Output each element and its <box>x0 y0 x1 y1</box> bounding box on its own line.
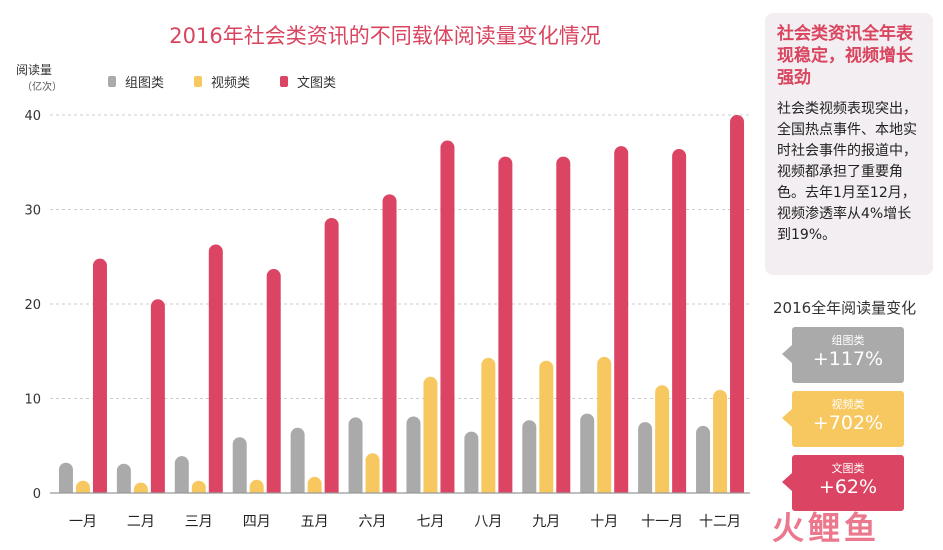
bar <box>232 437 247 499</box>
legend-label: 文图类 <box>297 76 337 91</box>
x-tick-label: 一月 <box>69 514 97 530</box>
x-tick-label: 十一月 <box>641 514 683 530</box>
bar <box>614 146 629 499</box>
bar <box>348 417 363 499</box>
bar <box>597 356 612 499</box>
badge-value: +702% <box>812 412 884 434</box>
bar <box>580 413 595 499</box>
x-tick-label: 五月 <box>301 514 329 530</box>
bar <box>266 269 281 499</box>
bar <box>423 376 438 499</box>
y-axis-unit: （亿次） <box>22 82 62 93</box>
y-tick-label: 40 <box>24 109 41 124</box>
bar <box>440 140 455 499</box>
bar <box>522 420 537 499</box>
insight-body: 社会类视频表现突出，全国热点事件、本地实时社会事件的报道中，视频都承担了重要角色… <box>777 101 917 243</box>
annual-change-title: 2016全年阅读量变化 <box>773 299 917 317</box>
y-axis-label: 阅读量 <box>16 63 53 77</box>
bar <box>672 149 687 499</box>
annual-badge-group-images: 组图类 +117% <box>782 327 904 383</box>
bar <box>208 244 223 499</box>
legend-label: 视频类 <box>211 76 251 91</box>
bar <box>638 422 653 499</box>
bar <box>150 299 165 499</box>
annual-badge-text-images: 文图类 +62% <box>782 455 904 511</box>
bar <box>539 360 554 499</box>
bar <box>58 462 73 499</box>
bar <box>696 425 711 499</box>
legend-item-group-images: 组图类 <box>108 72 164 91</box>
insight-panel: 社会类资讯全年表现稳定，视频增长强劲 社会类视频表现突出，全国热点事件、本地实时… <box>765 13 933 275</box>
chart-legend: 组图类 视频类 文图类 <box>108 72 336 91</box>
bar <box>324 218 339 499</box>
bar <box>556 156 571 499</box>
y-tick-label: 0 <box>33 487 41 502</box>
bar <box>498 156 513 499</box>
annual-badge-video: 视频类 +702% <box>782 391 904 447</box>
chart-title: 2016年社会类资讯的不同载体阅读量变化情况 <box>169 24 601 48</box>
bar <box>481 357 496 499</box>
y-tick-label: 20 <box>24 298 41 313</box>
y-tick-label: 10 <box>24 393 41 408</box>
badge-name: 文图类 <box>831 462 865 475</box>
x-tick-label: 十二月 <box>699 514 741 530</box>
badge-name: 组图类 <box>831 334 865 347</box>
x-tick-label: 三月 <box>185 514 213 530</box>
legend-label: 组图类 <box>125 76 165 91</box>
legend-swatch <box>108 76 116 87</box>
legend-swatch <box>194 76 203 87</box>
legend-swatch <box>280 76 289 87</box>
bar <box>713 389 728 499</box>
x-tick-label: 十月 <box>590 514 618 530</box>
badge-value: +62% <box>818 476 878 498</box>
x-tick-label: 八月 <box>474 514 502 530</box>
x-tick-label: 六月 <box>359 514 387 530</box>
bar <box>464 431 479 499</box>
bar <box>730 115 745 499</box>
x-tick-label: 七月 <box>416 514 444 530</box>
bar <box>365 453 380 499</box>
insight-heading: 社会类资讯全年表现稳定，视频增长强劲 <box>777 24 913 88</box>
bar <box>655 385 670 499</box>
x-tick-label: 四月 <box>243 514 271 530</box>
bar <box>92 258 107 499</box>
legend-item-text-images: 文图类 <box>280 72 336 91</box>
baseline-mask <box>50 493 750 503</box>
bar <box>116 463 131 499</box>
y-tick-label: 30 <box>24 204 41 219</box>
x-tick-label: 九月 <box>532 514 560 530</box>
bar <box>290 427 305 499</box>
badge-name: 视频类 <box>831 398 865 411</box>
bar-chart: 0 10 20 30 40 一月 二月 三月 四月 五月 六月 七月 八月 九月 十月 十一月 十二月 <box>24 109 750 530</box>
bar <box>406 416 421 499</box>
badge-value: +117% <box>812 348 884 370</box>
bar <box>174 456 189 499</box>
bar <box>382 194 397 499</box>
x-tick-label: 二月 <box>127 514 155 530</box>
legend-item-video: 视频类 <box>194 72 250 91</box>
brand-logo: 火鲤鱼 <box>772 509 881 547</box>
